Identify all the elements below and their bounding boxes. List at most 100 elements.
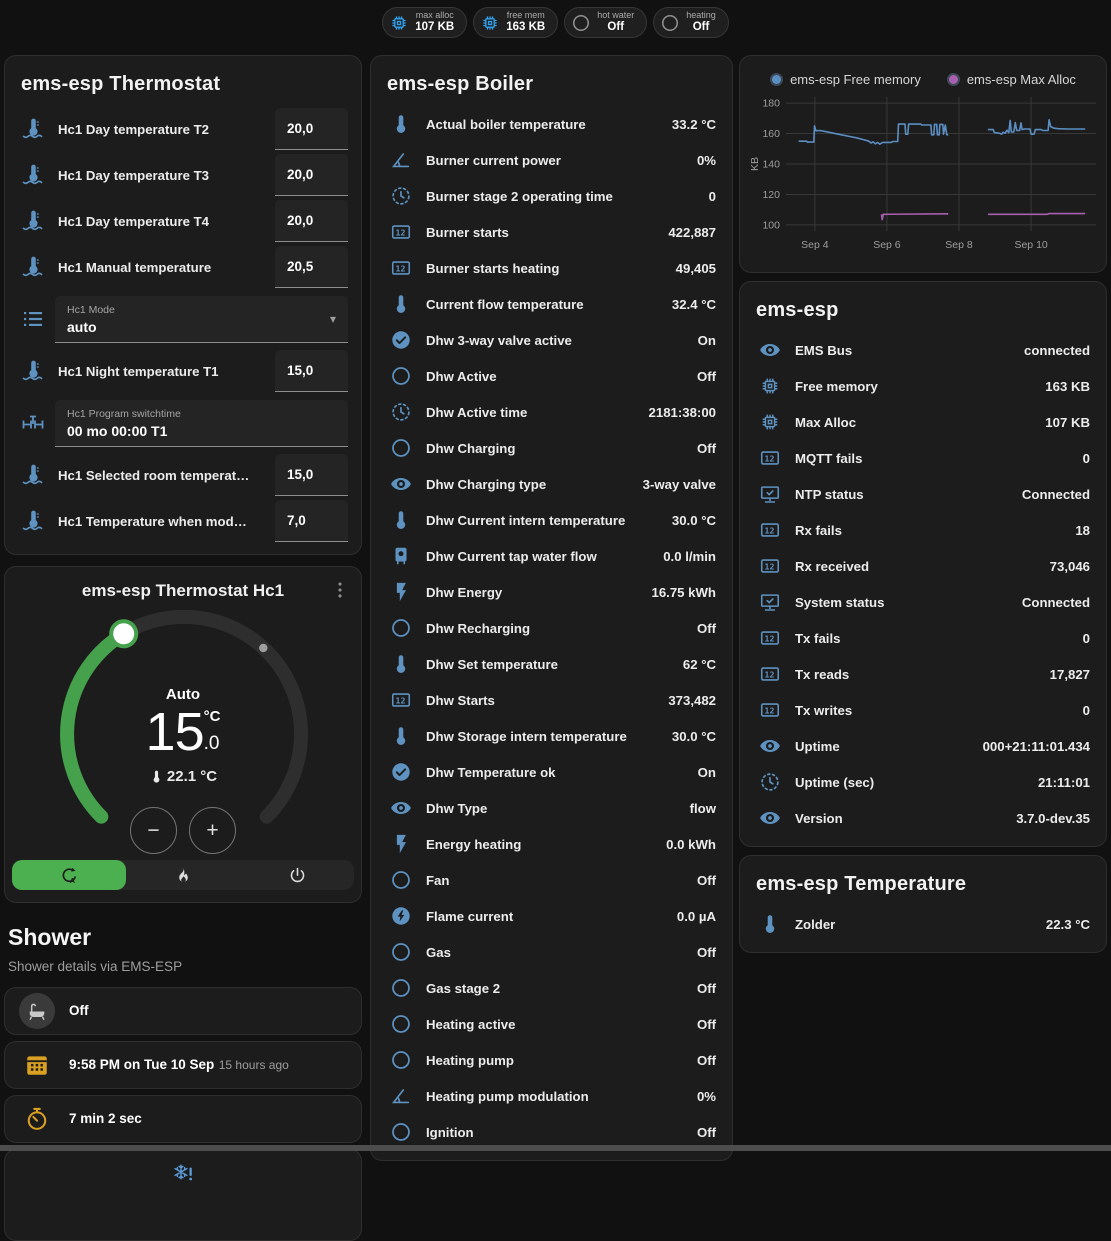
row-icon [390,905,412,927]
row-label: Hc1 Day temperature T3 [58,167,209,183]
badge[interactable]: hot water Off [564,7,648,38]
stat-row[interactable]: Dhw Current intern temperature 30.0 °C [371,502,732,538]
number-value: 20,0 [287,167,314,182]
hvac-mode-button[interactable] [240,860,354,890]
stat-row[interactable]: System status Connected [740,584,1106,620]
svg-text:Sep 10: Sep 10 [1014,239,1047,251]
badge-icon [571,13,591,33]
stat-value: 163 KB [1045,378,1090,394]
dial-handle[interactable] [109,619,139,649]
badge-label: heating [686,10,716,21]
stat-label: Dhw Recharging [426,620,531,636]
stat-row[interactable]: Gas stage 2 Off [371,970,732,1006]
row-icon [759,913,781,935]
scrollbar[interactable] [0,1145,1111,1151]
number-input[interactable]: 20,0 [275,108,348,150]
stat-row[interactable]: Dhw Charging Off [371,430,732,466]
legend-item[interactable]: ems-esp Free memory [770,72,921,87]
decrease-temperature-button[interactable]: − [130,807,177,854]
stat-row[interactable]: Burner stage 2 operating time 0 [371,178,732,214]
row-icon [390,977,412,999]
stat-row[interactable]: Actual boiler temperature 33.2 °C [371,106,732,142]
stat-row[interactable]: Dhw Set temperature 62 °C [371,646,732,682]
stat-label: Rx fails [795,522,842,538]
number-input[interactable]: 15,0 [275,350,348,392]
stat-row[interactable]: Heating pump modulation 0% [371,1078,732,1114]
stat-label: Max Alloc [795,414,857,430]
stat-row[interactable]: Dhw Current tap water flow 0.0 l/min [371,538,732,574]
stat-row[interactable]: 12 Tx reads 17,827 [740,656,1106,692]
stat-row[interactable]: Uptime 000+21:11:01.434 [740,728,1106,764]
stat-row[interactable]: 12 Burner starts 422,887 [371,214,732,250]
legend-item[interactable]: ems-esp Max Alloc [946,72,1076,87]
stat-row[interactable]: Fan Off [371,862,732,898]
stat-row[interactable]: Dhw Temperature ok On [371,754,732,790]
stat-row[interactable]: Current flow temperature 32.4 °C [371,286,732,322]
badge-value: 107 KB [415,21,455,34]
stat-row[interactable]: Energy heating 0.0 kWh [371,826,732,862]
badge[interactable]: heating Off [653,7,729,38]
badge[interactable]: free mem 163 KB [473,7,559,38]
svg-text:12: 12 [765,453,775,463]
stat-row[interactable]: Flame current 0.0 µA [371,898,732,934]
stat-value: Off [696,440,716,456]
stat-row[interactable]: Dhw Type flow [371,790,732,826]
shower-row[interactable]: 7 min 2 sec [4,1095,362,1143]
stat-label: Gas [426,944,451,960]
number-input[interactable]: 20,5 [275,246,348,288]
thermostat-card: ems-esp Thermostat Hc1 Day temperature T… [4,55,362,555]
stat-value: connected [1024,342,1090,358]
stat-row[interactable]: Burner current power 0% [371,142,732,178]
stat-row[interactable]: EMS Bus connected [740,332,1106,368]
thermostat-row: Hc1 Program switchtime 00 mo 00:00 T1 [5,394,361,452]
number-input[interactable]: 20,0 [275,200,348,242]
stat-row[interactable]: Dhw Recharging Off [371,610,732,646]
hvac-mode-button[interactable] [126,860,240,890]
stat-row[interactable]: Dhw Active Off [371,358,732,394]
stat-label: Dhw Type [426,800,488,816]
row-icon [759,339,781,361]
row-icon [390,833,412,855]
stat-row[interactable]: Dhw Charging type 3-way valve [371,466,732,502]
stat-row[interactable]: Dhw 3-way valve active On [371,322,732,358]
stat-row[interactable]: Uptime (sec) 21:11:01 [740,764,1106,800]
mode-select[interactable]: Hc1 Mode auto ▾ [55,295,348,343]
stat-row[interactable]: Heating pump Off [371,1042,732,1078]
stat-row[interactable]: Gas Off [371,934,732,970]
row-icon: 12 [759,627,781,649]
stat-row[interactable]: 12 Dhw Starts 373,482 [371,682,732,718]
stat-row[interactable]: 12 Rx fails 18 [740,512,1106,548]
stat-row[interactable]: 12 Tx fails 0 [740,620,1106,656]
stat-label: Actual boiler temperature [426,116,586,132]
stat-row[interactable]: Free memory 163 KB [740,368,1106,404]
stat-row[interactable]: 12 Burner starts heating 49,405 [371,250,732,286]
shower-row[interactable]: Off [4,987,362,1035]
stat-row[interactable]: Zolder 22.3 °C [740,906,1106,942]
number-input[interactable]: 20,0 [275,154,348,196]
text-input[interactable]: Hc1 Program switchtime 00 mo 00:00 T1 [55,399,348,447]
stat-row[interactable]: 12 Tx writes 0 [740,692,1106,728]
stat-row[interactable]: 12 Rx received 73,046 [740,548,1106,584]
stat-row[interactable]: Dhw Active time 2181:38:00 [371,394,732,430]
stat-row[interactable]: NTP status Connected [740,476,1106,512]
field-label: Hc1 Mode [67,303,115,316]
more-options-icon[interactable] [329,579,351,601]
number-input[interactable]: 15,0 [275,454,348,496]
increase-temperature-button[interactable]: + [189,807,236,854]
shower-row[interactable]: 9:58 PM on Tue 10 Sep 15 hours ago [4,1041,362,1089]
badge[interactable]: max alloc 107 KB [382,7,468,38]
hvac-mode-button[interactable]: A [12,860,126,890]
frost-card[interactable] [4,1149,362,1241]
stat-row[interactable]: Heating active Off [371,1006,732,1042]
memory-chart-card: ems-esp Free memory ems-esp Max Alloc 10… [739,55,1107,273]
thermostat-dial-card: ems-esp Thermostat Hc1 Auto 15 °C .0 22.… [4,566,362,903]
stat-row[interactable]: Dhw Energy 16.75 kWh [371,574,732,610]
row-icon [759,771,781,793]
stat-row[interactable]: Max Alloc 107 KB [740,404,1106,440]
stat-row[interactable]: Dhw Storage intern temperature 30.0 °C [371,718,732,754]
stat-row[interactable]: Ignition Off [371,1114,732,1150]
stat-row[interactable]: Version 3.7.0-dev.35 [740,800,1106,836]
number-input[interactable]: 7,0 [275,500,348,542]
stat-row[interactable]: 12 MQTT fails 0 [740,440,1106,476]
stat-label: Burner starts heating [426,260,560,276]
